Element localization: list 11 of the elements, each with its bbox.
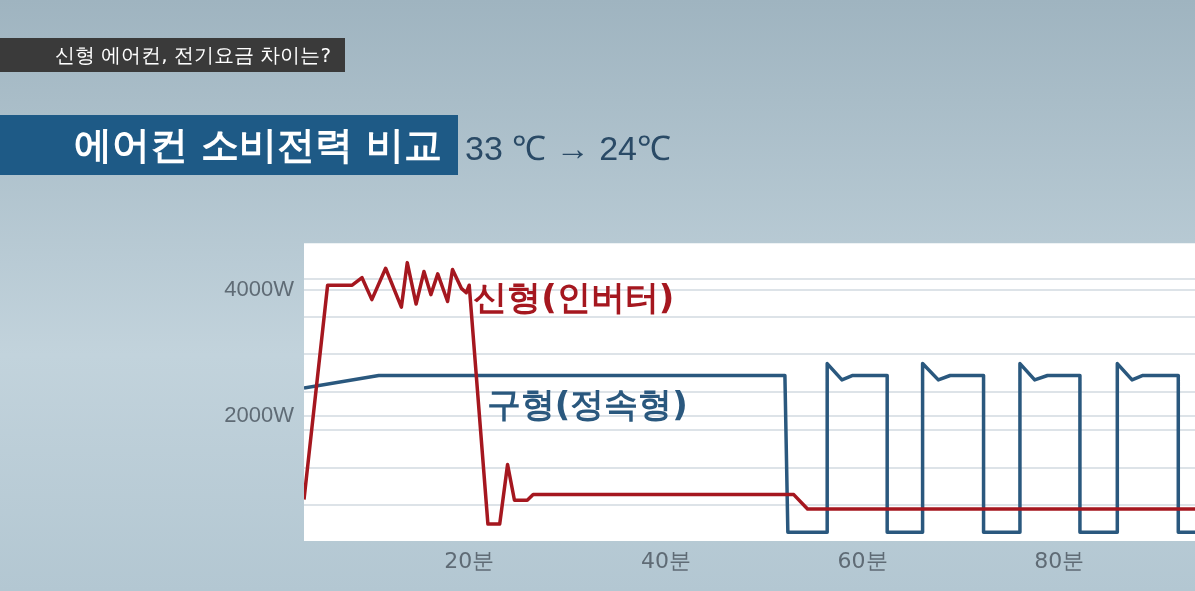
x-tick-label: 40분 <box>640 547 691 573</box>
series-label: 구형(정속형) <box>486 383 688 424</box>
chart-subtitle: 33 ℃ → 24℃ <box>465 128 671 169</box>
text: 신형 에어컨, 전기요금 차이는? <box>0 38 345 72</box>
y-tick-label: 4000W <box>224 276 295 302</box>
x-tick-label: 20분 <box>444 547 495 573</box>
chart-title: 에어컨 소비전력 비교 <box>0 115 458 175</box>
x-tick-label: 80분 <box>1034 547 1085 573</box>
x-tick-label: 60분 <box>837 547 888 573</box>
y-tick-label: 2000W <box>224 401 295 427</box>
series-label: 신형(인버터) <box>473 276 675 317</box>
